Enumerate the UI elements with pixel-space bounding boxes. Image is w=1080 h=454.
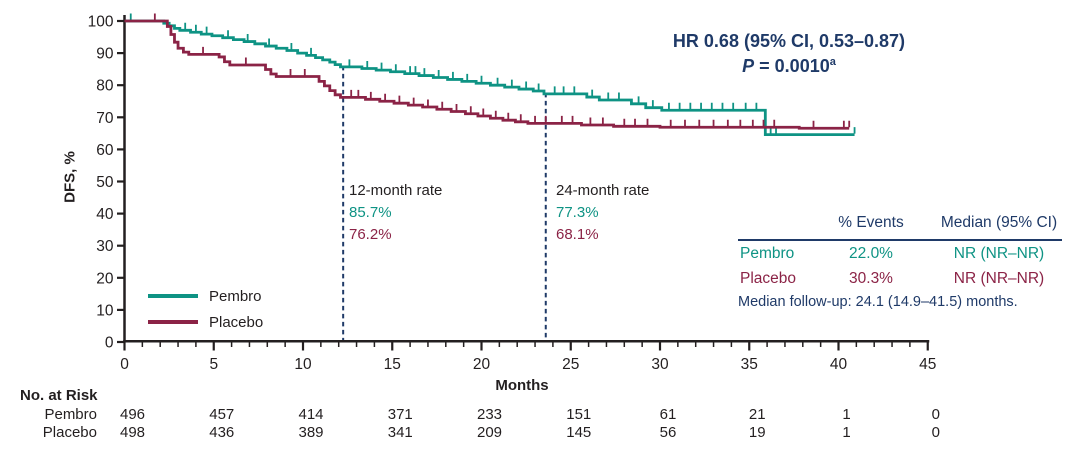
risk-count: 61 xyxy=(659,406,677,423)
rate-callout-24mo: 24-month rate 77.3% 68.1% xyxy=(556,180,649,246)
legend-label: Pembro xyxy=(209,287,262,305)
risk-count: 56 xyxy=(659,424,677,441)
p-symbol: P xyxy=(742,56,755,76)
x-tick-label: 30 xyxy=(651,356,669,373)
hr-line: HR 0.68 (95% CI, 0.53–0.87) xyxy=(672,31,906,51)
risk-count: 19 xyxy=(748,424,766,441)
risk-row-label-placebo: Placebo xyxy=(42,424,97,441)
pembro-censor-marks xyxy=(129,13,856,134)
placebo-censor-marks xyxy=(153,13,851,128)
risk-count: 0 xyxy=(931,406,940,423)
hr-annotation: HR 0.68 (95% CI, 0.53–0.87) P = 0.0010a xyxy=(608,31,970,77)
rate-callout-label: 24-month rate xyxy=(556,182,650,199)
pembro-survival-curve xyxy=(124,19,855,137)
y-tick-label: 40 xyxy=(96,206,114,223)
y-tick-label: 10 xyxy=(96,302,114,319)
x-axis-title: Months xyxy=(495,377,549,394)
x-tick-label: 5 xyxy=(209,356,218,373)
rate-pembro-value: 77.3% xyxy=(556,204,599,221)
x-tick-label: 45 xyxy=(919,356,936,373)
risk-count: 21 xyxy=(748,406,766,423)
risk-count: 151 xyxy=(566,406,592,423)
y-tick-label: 60 xyxy=(96,142,114,159)
risk-count: 1 xyxy=(842,406,851,423)
group-name: Pembro xyxy=(740,245,795,262)
risk-count: 436 xyxy=(209,424,235,441)
placebo-line-swatch xyxy=(148,320,198,324)
events-value: 30.3% xyxy=(849,270,893,287)
median-value: NR (NR–NR) xyxy=(953,270,1045,287)
risk-row-label-pembro: Pembro xyxy=(44,406,97,423)
p-footnote-marker: a xyxy=(829,56,836,68)
median-followup-footnote: Median follow-up: 24.1 (14.9–41.5) month… xyxy=(738,294,1018,310)
risk-count: 341 xyxy=(387,424,413,441)
rate-placebo-value: 68.1% xyxy=(556,226,599,243)
y-tick-label: 70 xyxy=(96,110,114,127)
risk-count: 414 xyxy=(298,406,324,423)
rate-callout-label: 12-month rate xyxy=(349,182,443,199)
median-value: NR (NR–NR) xyxy=(953,245,1045,262)
y-axis-title: DFS, % xyxy=(61,151,79,203)
summary-table-rule xyxy=(738,239,1062,241)
y-tick-label: 80 xyxy=(96,78,114,95)
risk-count: 498 xyxy=(119,424,146,441)
events-column-header: % Events xyxy=(838,214,904,231)
rate-pembro-value: 85.7% xyxy=(349,204,392,221)
x-tick-label: 15 xyxy=(384,356,401,373)
y-tick-label: 20 xyxy=(96,270,114,287)
rate-placebo-value: 76.2% xyxy=(349,226,392,243)
x-tick-label: 0 xyxy=(120,356,129,373)
chart-legend: Pembro Placebo xyxy=(148,283,263,335)
x-tick-label: 35 xyxy=(741,356,758,373)
legend-label: Placebo xyxy=(209,313,264,331)
legend-item-pembro: Pembro xyxy=(148,283,263,309)
p-value-line: P = 0.0010a xyxy=(608,52,970,77)
x-tick-label: 20 xyxy=(473,356,491,373)
rate-callout-12mo: 12-month rate 85.7% 76.2% xyxy=(349,180,442,246)
legend-item-placebo: Placebo xyxy=(148,309,263,335)
number-at-risk-title: No. at Risk xyxy=(20,387,98,404)
risk-count: 389 xyxy=(298,424,324,441)
risk-count: 0 xyxy=(931,424,940,441)
risk-count: 496 xyxy=(119,406,146,423)
x-tick-label: 10 xyxy=(294,356,312,373)
x-tick-label: 25 xyxy=(562,356,579,373)
risk-count: 209 xyxy=(476,424,503,441)
pembro-line-swatch xyxy=(148,294,198,298)
y-tick-label: 100 xyxy=(88,14,114,31)
events-value: 22.0% xyxy=(849,245,893,262)
y-tick-label: 50 xyxy=(96,174,114,191)
risk-count: 1 xyxy=(842,424,851,441)
y-tick-label: 90 xyxy=(96,46,114,63)
risk-count: 371 xyxy=(387,406,413,423)
y-tick-label: 30 xyxy=(96,238,114,255)
risk-count: 233 xyxy=(476,406,503,423)
p-value: = 0.0010 xyxy=(754,56,830,76)
risk-count: 457 xyxy=(209,406,235,423)
placebo-survival-curve xyxy=(124,19,850,130)
group-name: Placebo xyxy=(740,270,797,287)
risk-count: 145 xyxy=(566,424,592,441)
y-tick-label: 0 xyxy=(105,335,114,352)
median-column-header: Median (95% CI) xyxy=(940,214,1058,231)
x-tick-label: 40 xyxy=(830,356,848,373)
